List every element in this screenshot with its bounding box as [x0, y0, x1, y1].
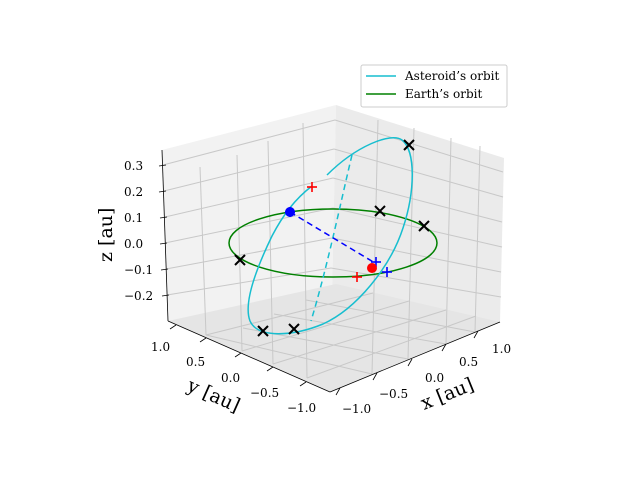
grid-line [273, 313, 447, 345]
grid-line [332, 177, 503, 223]
black-x-marker [288, 323, 300, 335]
z-tick-label: −0.2 [124, 289, 153, 303]
pane-floor [168, 284, 500, 392]
grid-line [241, 300, 410, 352]
grid-line [330, 267, 502, 298]
tick-mark [158, 190, 167, 193]
z-tick-label: 0.1 [124, 211, 143, 225]
grid-line [164, 207, 334, 244]
grid-line [163, 148, 335, 192]
black-x-marker [234, 254, 246, 266]
grid-line [302, 122, 308, 379]
x-tick-label: −0.5 [379, 387, 408, 401]
x-axis-line [329, 321, 501, 393]
x-tick-label: 0.0 [425, 371, 444, 385]
legend-label-asteroid: Asteroid’s orbit [404, 69, 499, 83]
grid-line [474, 145, 481, 333]
z-axis-line [161, 149, 169, 322]
dashed-link-line [289, 211, 376, 264]
tick-mark [372, 372, 378, 381]
grid-line [165, 237, 333, 270]
grid-line [164, 177, 334, 218]
z-tick-labels: 0.3 0.2 0.1 0.0 −0.1 −0.2 [124, 159, 153, 303]
z-tick-label: −0.1 [124, 263, 153, 277]
asteroid-orbit-line [247, 137, 413, 335]
grid-line [333, 148, 504, 198]
x-tick-labels: −1.0 −0.5 0.0 0.5 1.0 [342, 342, 511, 416]
tick-marks [158, 164, 479, 396]
tick-mark [199, 337, 207, 343]
y-tick-label: −0.5 [250, 386, 279, 400]
z-tick-label: 0.2 [124, 185, 143, 199]
x-tick-label: 1.0 [492, 342, 511, 356]
tick-mark [473, 330, 479, 339]
legend: Asteroid’s orbit Earth’s orbit [360, 64, 508, 108]
y-tick-label: 0.5 [186, 355, 205, 369]
axes [161, 149, 501, 393]
grid-line [162, 119, 336, 166]
grid-line [331, 237, 502, 273]
tick-mark [158, 164, 167, 167]
grid-line [334, 119, 504, 173]
tick-mark [407, 358, 413, 367]
blue-dot-marker [285, 207, 295, 217]
black-x-marker [418, 220, 430, 232]
black-x-marker [403, 139, 415, 151]
tick-mark [266, 366, 274, 372]
x-tick-label: −1.0 [342, 402, 371, 416]
red-dot-marker [367, 263, 377, 273]
grid-line [199, 166, 207, 336]
grid-line [306, 315, 477, 379]
grid-line [236, 154, 243, 352]
grid-line [305, 299, 476, 333]
tick-mark [299, 381, 307, 387]
legend-box [360, 64, 508, 108]
y-axis-line [167, 320, 331, 393]
grid-line [267, 140, 274, 365]
tick-mark [335, 387, 341, 396]
grid-lines [162, 119, 504, 379]
tick-mark [234, 352, 242, 358]
grid-line [205, 292, 374, 336]
grid-line [166, 267, 332, 296]
z-tick-label: 0.0 [124, 237, 143, 251]
y-tick-labels: 1.0 0.5 0.0 −0.5 −1.0 [151, 340, 316, 415]
black-x-marker [374, 205, 386, 217]
tick-mark [441, 343, 447, 352]
x-tick-label: 0.5 [459, 355, 478, 369]
y-tick-label: 0.0 [221, 371, 240, 385]
grid-line [205, 334, 373, 375]
black-x-markers [234, 139, 430, 337]
tick-mark [169, 324, 177, 330]
grid-line [407, 127, 415, 360]
legend-label-earth: Earth’s orbit [405, 87, 482, 101]
y-tick-label: 1.0 [151, 340, 170, 354]
tick-mark [159, 216, 168, 219]
black-x-marker [257, 325, 269, 337]
tick-mark [161, 294, 170, 297]
z-axis-label: z [au] [95, 208, 117, 262]
grid-line [332, 207, 503, 248]
earth-orbit-line [228, 208, 438, 278]
grid-line [445, 137, 452, 345]
z-tick-label: 0.3 [124, 159, 143, 173]
y-tick-label: −1.0 [287, 401, 316, 415]
tick-mark [160, 268, 169, 271]
tick-mark [159, 242, 168, 245]
red-plus-markers [307, 182, 362, 282]
grid-line [272, 309, 447, 365]
